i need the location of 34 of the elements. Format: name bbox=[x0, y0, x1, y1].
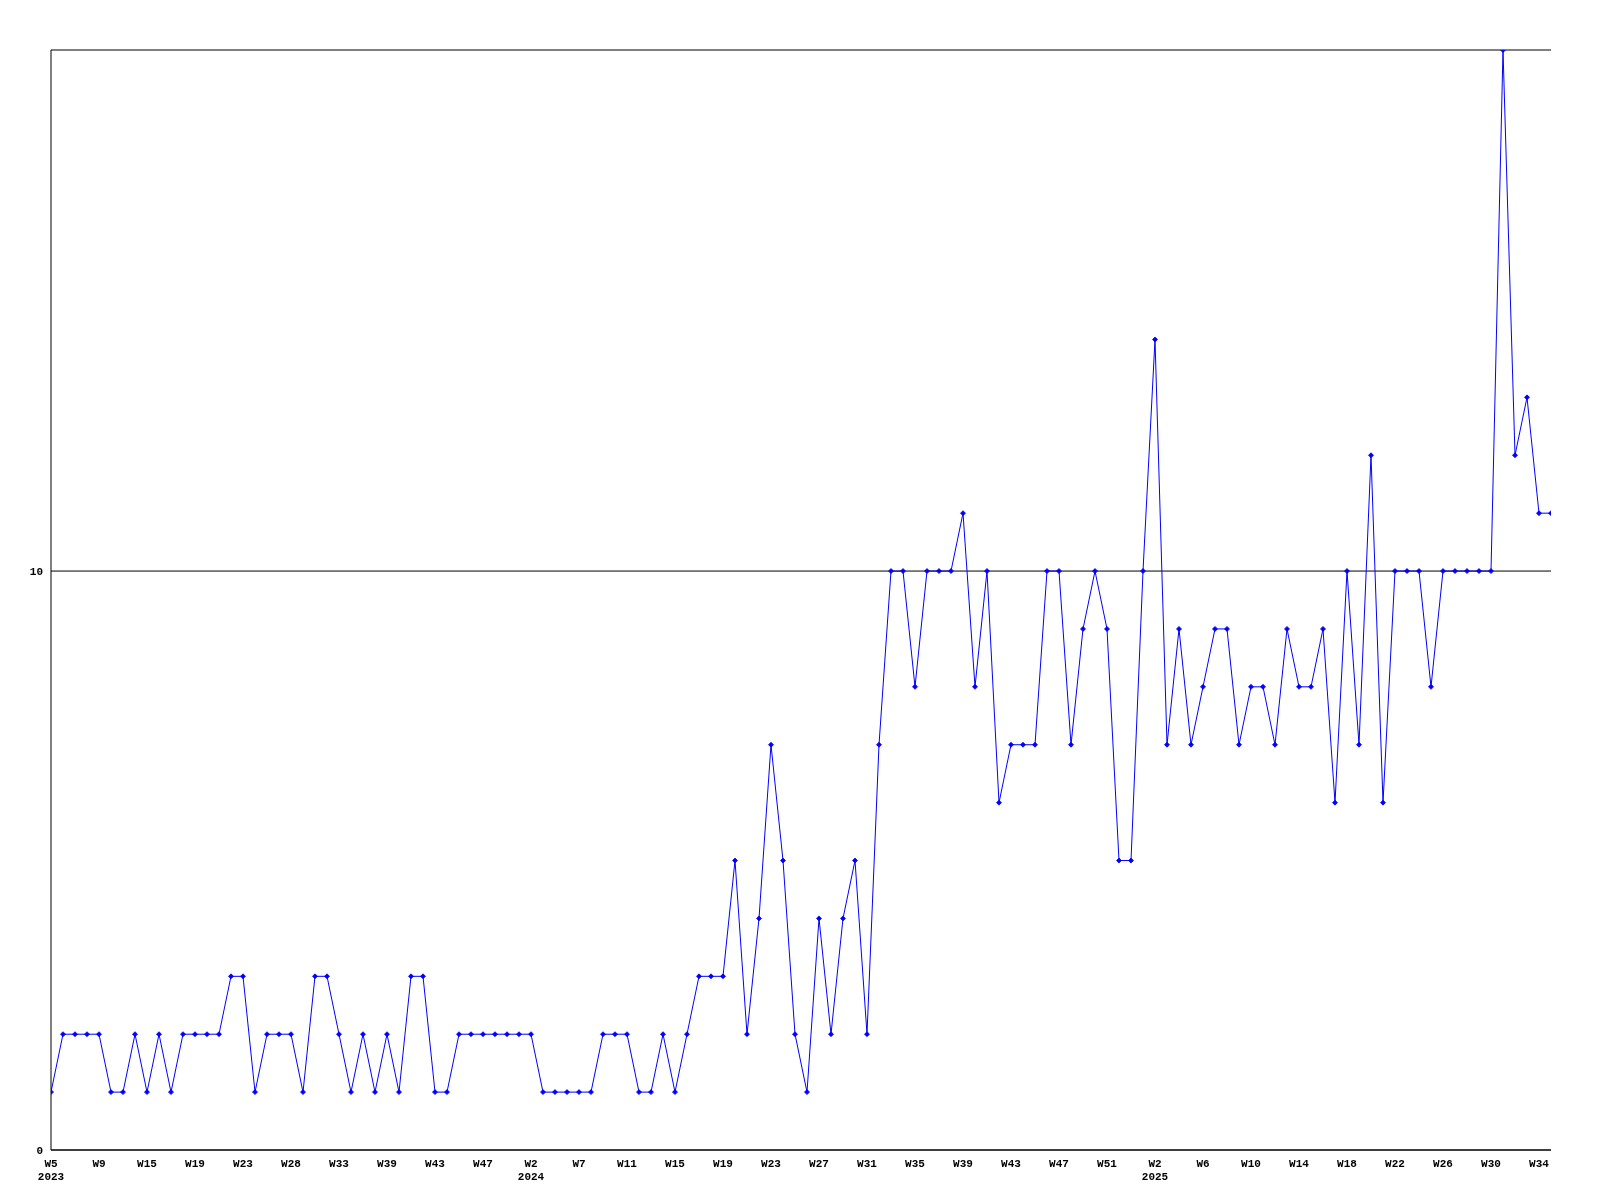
x-tick-label: W22 bbox=[1385, 1158, 1405, 1170]
x-tick-label: W18 bbox=[1337, 1158, 1358, 1170]
x-tick-label: W34 bbox=[1529, 1158, 1550, 1170]
x-tick-label: W2 2024 bbox=[517, 1158, 545, 1183]
x-tick-label: W30 bbox=[1481, 1158, 1501, 1170]
x-tick-label: W51 bbox=[1097, 1158, 1118, 1170]
x-tick-label: W23 bbox=[233, 1158, 254, 1170]
x-tick-label: W26 bbox=[1433, 1158, 1453, 1170]
x-tick-label: W35 bbox=[905, 1158, 926, 1170]
x-tick-label: W14 bbox=[1289, 1158, 1310, 1170]
x-tick-label: W5 2023 bbox=[37, 1158, 65, 1183]
x-tick-label: W15 bbox=[665, 1158, 686, 1170]
x-tick-label: W15 bbox=[137, 1158, 158, 1170]
x-tick-label: W7 bbox=[572, 1158, 586, 1170]
x-tick-label: W2 2025 bbox=[1141, 1158, 1169, 1183]
x-tick-label: W47 bbox=[473, 1158, 493, 1170]
x-tick-label: W23 bbox=[761, 1158, 782, 1170]
x-tick-label: W43 bbox=[425, 1158, 446, 1170]
x-tick-label: W39 bbox=[953, 1158, 973, 1170]
y-tick-label: 0 bbox=[36, 1144, 43, 1157]
x-tick-label: W39 bbox=[377, 1158, 397, 1170]
x-tick-label: W28 bbox=[281, 1158, 302, 1170]
y-tick-label: 10 bbox=[29, 565, 43, 578]
x-tick-label: W27 bbox=[809, 1158, 829, 1170]
x-tick-label: W10 bbox=[1241, 1158, 1261, 1170]
x-tick-label: W9 bbox=[92, 1158, 106, 1170]
x-tick-label: W19 bbox=[185, 1158, 205, 1170]
x-tick-label: W11 bbox=[617, 1158, 638, 1170]
x-tick-label: W33 bbox=[329, 1158, 350, 1170]
x-tick-label: W43 bbox=[1001, 1158, 1022, 1170]
x-tick-label: W31 bbox=[857, 1158, 878, 1170]
x-tick-label: W47 bbox=[1049, 1158, 1069, 1170]
x-tick-label: W19 bbox=[713, 1158, 733, 1170]
x-tick-label: W6 bbox=[1196, 1158, 1210, 1170]
